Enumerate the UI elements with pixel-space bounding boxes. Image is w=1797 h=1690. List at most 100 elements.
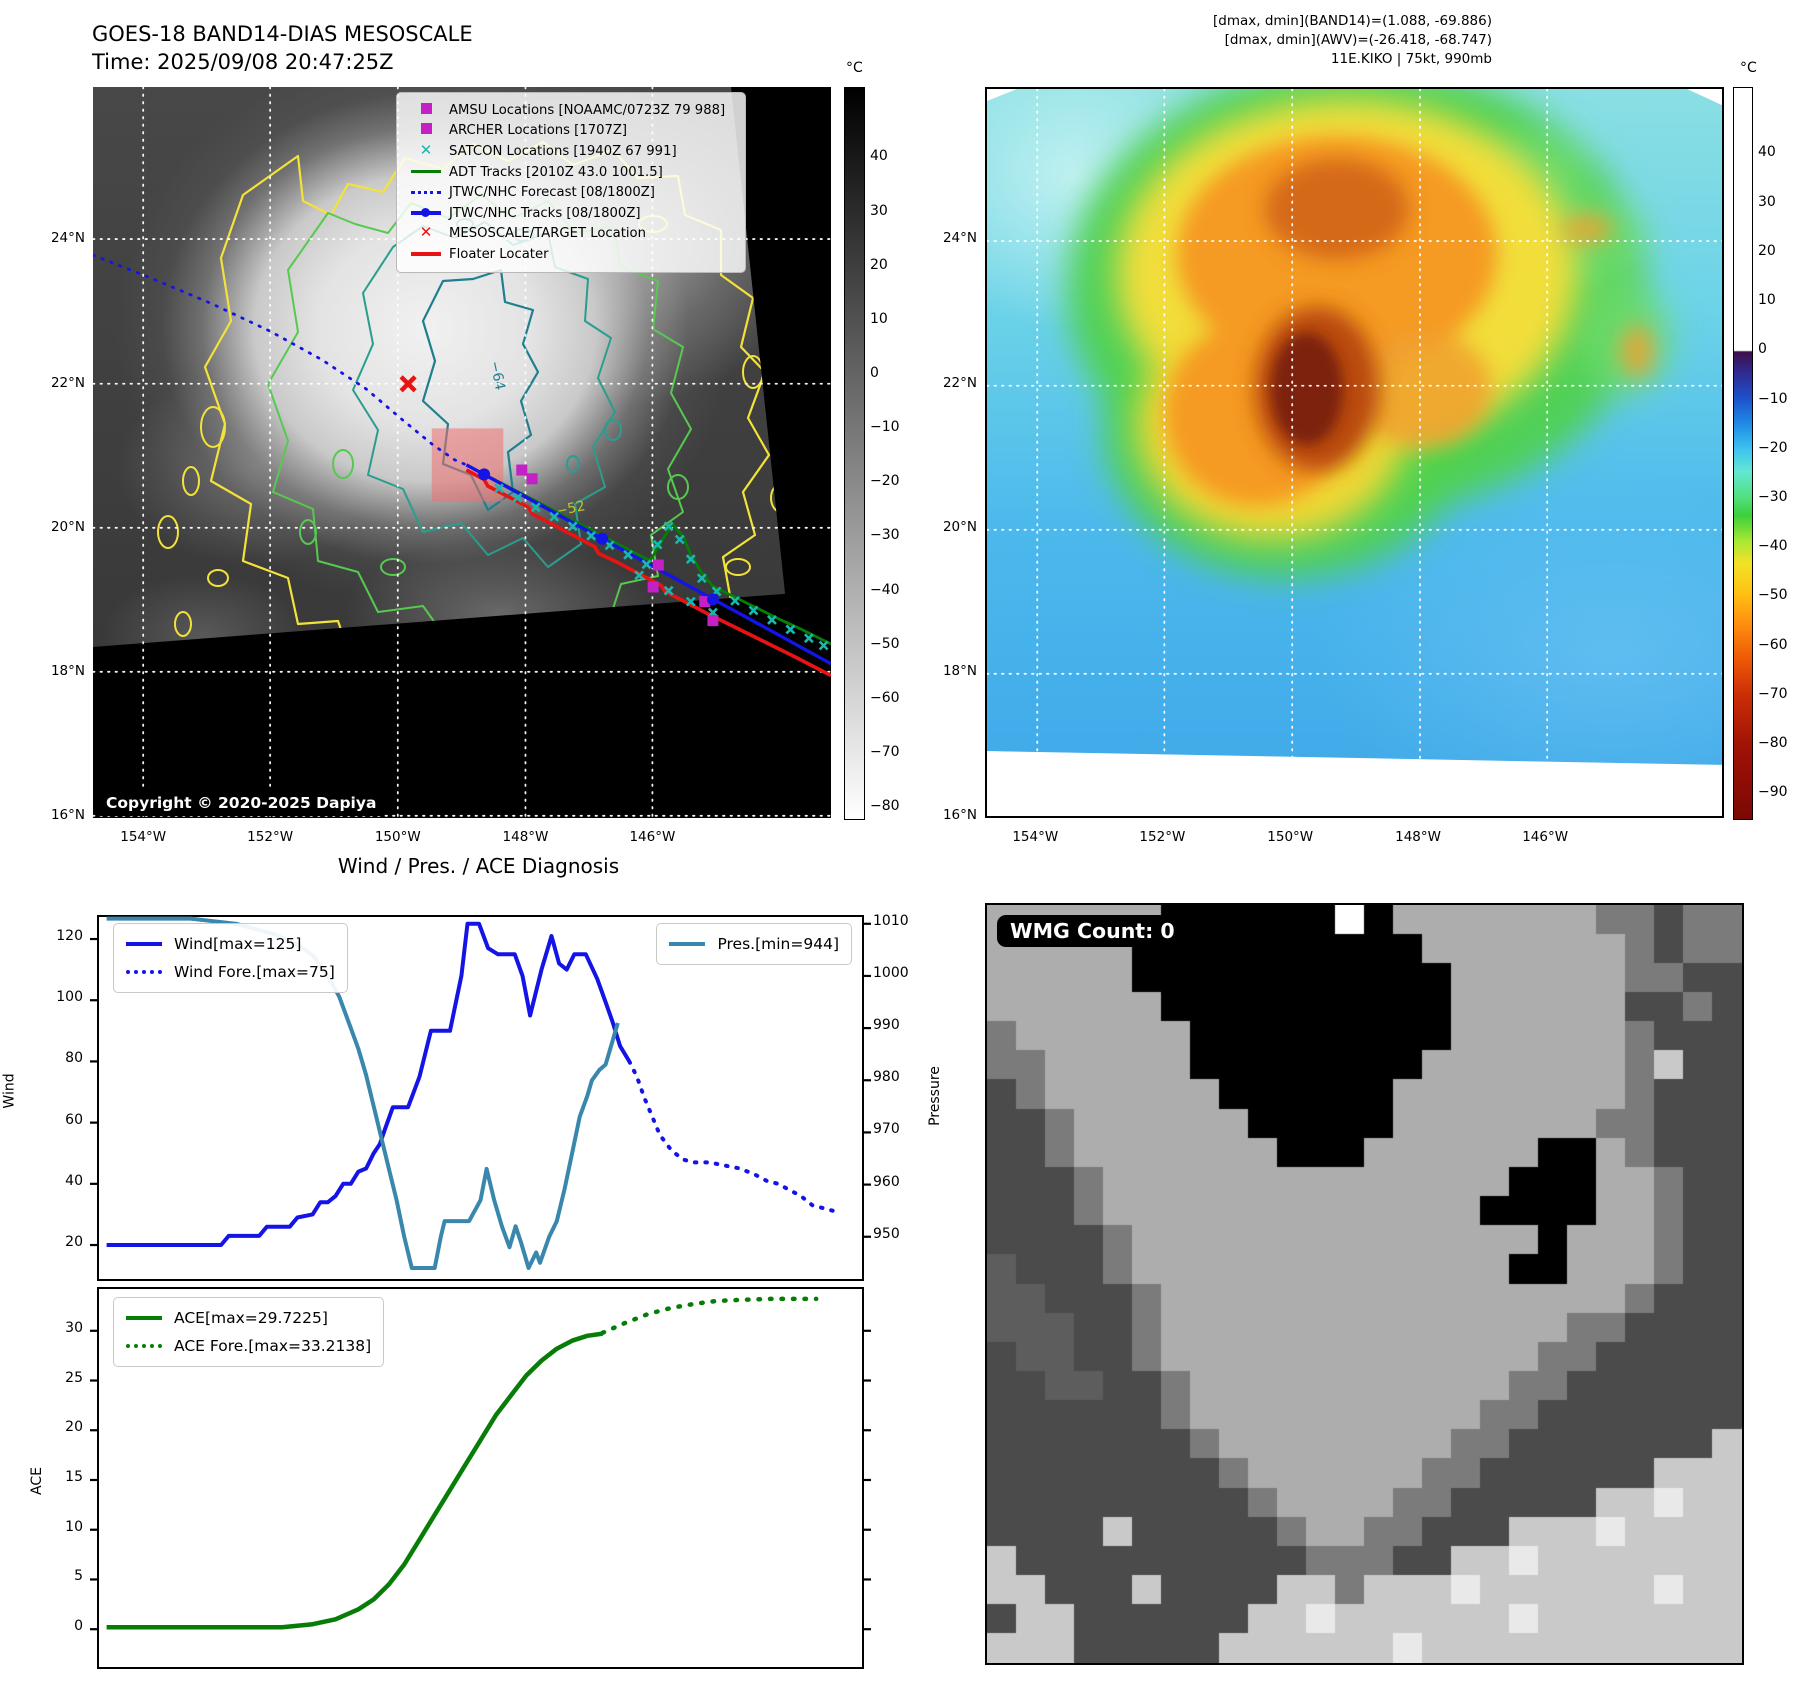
legend-label: ARCHER Locations [1707Z] — [449, 123, 628, 139]
lon-label: 146°W — [1522, 829, 1569, 845]
ace-legend: ACE[max=29.7225] ACE Fore.[max=33.2138] — [113, 1297, 385, 1367]
legend-item: ✕ MESOSCALE/TARGET Location — [403, 224, 739, 245]
colorbar-tick: 40 — [1758, 144, 1776, 161]
x-symbol: ✕ — [419, 140, 433, 159]
colorbar-tick: 30 — [1758, 193, 1776, 210]
ace-legend-label: ACE[max=29.7225] — [174, 1309, 328, 1327]
y-tick: 980 — [873, 1069, 900, 1086]
lon-label: 146°W — [629, 829, 676, 845]
wind-axis-label: Wind — [1, 1073, 18, 1109]
wmg-count-badge: WMG Count: 0 — [997, 915, 1188, 947]
storm-id-intensity: 11E.KIKO | 75kt, 990mb — [1330, 51, 1492, 67]
colorbar-tick: −40 — [1758, 538, 1788, 555]
colorbar-tick: −30 — [1758, 489, 1788, 506]
colorbar-tick: −80 — [870, 798, 900, 815]
lat-label: 16°N — [50, 806, 85, 823]
awv-colorbar-unit: °C — [1740, 60, 1757, 76]
y-tick: 25 — [65, 1369, 83, 1386]
colorbar-tick: −10 — [870, 419, 900, 436]
wind-line-sample — [126, 941, 162, 947]
ace-forecast-sample — [126, 1344, 162, 1348]
legend-item: JTWC/NHC Tracks [08/1800Z] — [403, 203, 739, 224]
y-tick: 120 — [56, 928, 83, 945]
colorbar-tick: −60 — [1758, 636, 1788, 653]
colorbar-tick: −30 — [870, 527, 900, 544]
colorbar-tick: −10 — [1758, 390, 1788, 407]
swath-white-bottom — [987, 751, 1722, 816]
legend-label: ADT Tracks [2010Z 43.0 1001.5] — [449, 164, 663, 180]
wind-forecast-sample — [126, 970, 162, 974]
page-title: GOES-18 BAND14-DIAS MESOSCALE Time: 2025/… — [92, 20, 473, 76]
legend-label: AMSU Locations [NOAAMC/0723Z 79 988] — [449, 102, 726, 118]
legend-item: AMSU Locations [NOAAMC/0723Z 79 988] — [403, 100, 739, 121]
colorbar-tick: 20 — [870, 256, 888, 273]
swath-black-bottom — [93, 592, 831, 818]
ace-chart: ACE[max=29.7225] ACE Fore.[max=33.2138] — [90, 1287, 871, 1669]
awv-map-overlay — [987, 89, 1722, 816]
pressure-legend-label: Pres.[min=944] — [717, 935, 839, 953]
y-tick: 20 — [65, 1419, 83, 1436]
ir-colorbar-unit: °C — [846, 60, 863, 76]
colorbar-tick: 0 — [870, 364, 879, 381]
latlon-grid — [987, 89, 1722, 816]
colorbar-tick: −20 — [1758, 439, 1788, 456]
ir-colorbar — [844, 87, 865, 820]
lat-label: 24°N — [50, 230, 85, 247]
y-tick: 10 — [65, 1518, 83, 1535]
lat-label: 20°N — [50, 518, 85, 535]
contour-islands-green — [299, 449, 689, 576]
wind-legend: Wind[max=125] Wind Fore.[max=75] — [113, 923, 348, 993]
legend-label: MESOSCALE/TARGET Location — [449, 226, 646, 242]
lat-label: 24°N — [942, 230, 977, 247]
awv-satellite-map — [985, 87, 1724, 818]
y-tick: 970 — [873, 1121, 900, 1138]
colorbar-tick: −70 — [870, 744, 900, 761]
legend-item: ✕ SATCON Locations [1940Z 67 991] — [403, 141, 739, 162]
colorbar-tick: −90 — [1758, 784, 1788, 801]
colorbar-tick: −50 — [870, 635, 900, 652]
legend-label: Floater Locater — [449, 246, 549, 262]
ir-map-overlay: −64−52 — [93, 87, 831, 818]
y-tick: 60 — [65, 1111, 83, 1128]
lat-label: 16°N — [942, 806, 977, 823]
charts-title: Wind / Pres. / ACE Diagnosis — [337, 854, 620, 878]
y-tick: 1010 — [873, 912, 909, 929]
lat-label: 18°N — [942, 662, 977, 679]
colorbar-tick: 10 — [870, 310, 888, 327]
lon-label: 152°W — [247, 829, 294, 845]
y-tick: 960 — [873, 1173, 900, 1190]
colorbar-tick: −80 — [1758, 735, 1788, 752]
storm-stats-header: [dmax, dmin](BAND14)=(1.088, -69.886) [d… — [1100, 12, 1492, 69]
dots-symbol — [403, 185, 449, 200]
legend-item: Floater Locater — [403, 244, 739, 265]
colorbar-tick: −60 — [870, 689, 900, 706]
colorbar-tick: −70 — [1758, 685, 1788, 702]
lat-label: 20°N — [942, 518, 977, 535]
legend-label: JTWC/NHC Tracks [08/1800Z] — [449, 205, 641, 221]
legend-item: ADT Tracks [2010Z 43.0 1001.5] — [403, 162, 739, 183]
linedot-symbol — [403, 206, 449, 221]
legend-item: JTWC/NHC Forecast [08/1800Z] — [403, 182, 739, 203]
storm-tracks — [93, 253, 831, 678]
svg-text:−64: −64 — [486, 360, 508, 392]
wind-forecast-legend-label: Wind Fore.[max=75] — [174, 963, 335, 981]
legend-label: JTWC/NHC Forecast [08/1800Z] — [449, 185, 655, 201]
map-legend: AMSU Locations [NOAAMC/0723Z 79 988] ARCH… — [396, 92, 746, 273]
y-tick: 1000 — [873, 964, 909, 981]
wind-legend-label: Wind[max=125] — [174, 935, 302, 953]
lon-label: 154°W — [120, 829, 167, 845]
line-symbol — [403, 247, 449, 262]
colorbar-tick: 30 — [870, 202, 888, 219]
square-symbol — [403, 102, 449, 118]
y-tick: 40 — [65, 1172, 83, 1189]
lon-label: 150°W — [374, 829, 421, 845]
lon-label: 150°W — [1267, 829, 1314, 845]
lon-label: 152°W — [1139, 829, 1186, 845]
legend-item: ARCHER Locations [1707Z] — [403, 121, 739, 142]
colorbar-tick: 10 — [1758, 292, 1776, 309]
timestamp: Time: 2025/09/08 20:47:25Z — [92, 50, 394, 74]
ace-forecast-legend-label: ACE Fore.[max=33.2138] — [174, 1337, 372, 1355]
colorbar-tick: −50 — [1758, 587, 1788, 604]
wmg-canvas — [987, 905, 1742, 1663]
